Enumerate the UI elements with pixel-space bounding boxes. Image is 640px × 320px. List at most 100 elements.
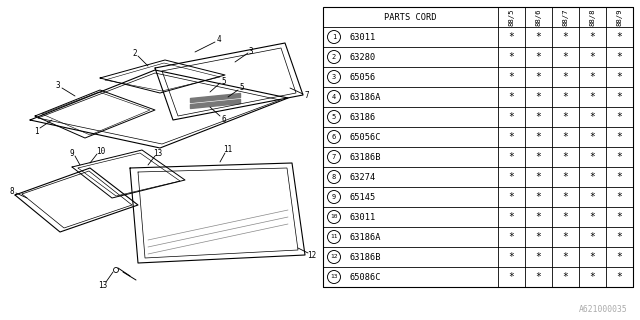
Text: 63186: 63186 — [349, 113, 375, 122]
Text: 88/7: 88/7 — [563, 8, 568, 26]
Text: *: * — [616, 252, 623, 262]
Text: *: * — [536, 272, 541, 282]
Text: 7: 7 — [332, 154, 336, 160]
Text: *: * — [536, 192, 541, 202]
Text: *: * — [589, 212, 595, 222]
Text: A621000035: A621000035 — [579, 305, 628, 314]
Text: *: * — [509, 72, 515, 82]
Text: 63280: 63280 — [349, 52, 375, 61]
Text: *: * — [536, 232, 541, 242]
Text: *: * — [589, 72, 595, 82]
Text: *: * — [616, 152, 623, 162]
Text: *: * — [563, 272, 568, 282]
Text: *: * — [616, 32, 623, 42]
Text: 13: 13 — [154, 148, 163, 157]
Text: *: * — [563, 192, 568, 202]
Text: *: * — [536, 132, 541, 142]
Text: 1: 1 — [34, 126, 38, 135]
Text: *: * — [589, 252, 595, 262]
Text: *: * — [563, 112, 568, 122]
Text: *: * — [589, 132, 595, 142]
Text: 12: 12 — [307, 252, 317, 260]
Text: *: * — [509, 32, 515, 42]
Text: *: * — [509, 112, 515, 122]
Text: 2: 2 — [332, 54, 336, 60]
Text: 65056: 65056 — [349, 73, 375, 82]
Text: 88/6: 88/6 — [536, 8, 541, 26]
Text: *: * — [563, 172, 568, 182]
Bar — [323, 7, 633, 287]
Text: 63186A: 63186A — [349, 92, 381, 101]
Text: 88/9: 88/9 — [616, 8, 623, 26]
Text: *: * — [563, 32, 568, 42]
Text: 63011: 63011 — [349, 212, 375, 221]
Text: 8: 8 — [10, 187, 14, 196]
Text: 9: 9 — [70, 148, 74, 157]
Text: *: * — [589, 172, 595, 182]
Text: 8: 8 — [332, 174, 336, 180]
Text: 88/5: 88/5 — [509, 8, 515, 26]
Text: 63186A: 63186A — [349, 233, 381, 242]
Text: *: * — [509, 92, 515, 102]
Text: *: * — [589, 192, 595, 202]
Text: 63186B: 63186B — [349, 252, 381, 261]
Text: 88/8: 88/8 — [589, 8, 595, 26]
Text: *: * — [589, 152, 595, 162]
Text: *: * — [536, 212, 541, 222]
Text: *: * — [509, 212, 515, 222]
Text: 3: 3 — [249, 46, 253, 55]
Text: *: * — [536, 52, 541, 62]
Text: *: * — [616, 192, 623, 202]
Text: *: * — [509, 252, 515, 262]
Text: *: * — [616, 272, 623, 282]
Text: 65086C: 65086C — [349, 273, 381, 282]
Text: 2: 2 — [132, 49, 138, 58]
Text: 11: 11 — [223, 146, 232, 155]
Text: 11: 11 — [330, 235, 338, 239]
Text: 13: 13 — [99, 282, 108, 291]
Text: 10: 10 — [97, 147, 106, 156]
Text: *: * — [536, 32, 541, 42]
Text: 1: 1 — [332, 34, 336, 40]
Text: 5: 5 — [240, 84, 244, 92]
Text: *: * — [509, 52, 515, 62]
Text: 6: 6 — [221, 115, 227, 124]
Text: *: * — [509, 152, 515, 162]
Text: 65145: 65145 — [349, 193, 375, 202]
Text: 4: 4 — [332, 94, 336, 100]
Text: *: * — [563, 212, 568, 222]
Text: *: * — [616, 132, 623, 142]
Text: PARTS CORD: PARTS CORD — [384, 12, 436, 21]
Text: 7: 7 — [305, 92, 309, 100]
Text: *: * — [589, 232, 595, 242]
Text: *: * — [563, 132, 568, 142]
Text: *: * — [536, 92, 541, 102]
Text: *: * — [589, 112, 595, 122]
Text: *: * — [509, 132, 515, 142]
Text: *: * — [589, 32, 595, 42]
Text: 10: 10 — [330, 214, 338, 220]
Text: 5: 5 — [221, 76, 227, 85]
Text: 5: 5 — [332, 114, 336, 120]
Text: *: * — [616, 212, 623, 222]
Text: *: * — [509, 192, 515, 202]
Text: *: * — [616, 172, 623, 182]
Text: 65056C: 65056C — [349, 132, 381, 141]
Text: *: * — [616, 52, 623, 62]
Text: *: * — [536, 252, 541, 262]
Text: 3: 3 — [56, 82, 60, 91]
Text: *: * — [589, 272, 595, 282]
Text: *: * — [616, 72, 623, 82]
Text: *: * — [616, 232, 623, 242]
Text: *: * — [536, 112, 541, 122]
Text: 4: 4 — [217, 36, 221, 44]
Text: *: * — [536, 172, 541, 182]
Text: *: * — [616, 92, 623, 102]
Text: 63274: 63274 — [349, 172, 375, 181]
Text: 63186B: 63186B — [349, 153, 381, 162]
Text: 9: 9 — [332, 194, 336, 200]
Text: *: * — [563, 232, 568, 242]
Text: *: * — [563, 152, 568, 162]
Text: *: * — [563, 92, 568, 102]
Text: *: * — [509, 172, 515, 182]
